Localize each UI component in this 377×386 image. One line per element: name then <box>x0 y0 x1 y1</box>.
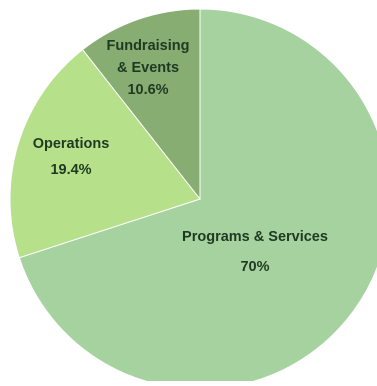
pie-slice-fundraising-and-events <box>81 8 201 201</box>
data-label-programs-and-services: Programs & Services 70% <box>182 229 328 275</box>
slice-category-label: Operations <box>33 136 110 152</box>
pie-labels: Programs & Services 70% Operations 19.4% Fun… <box>33 38 328 275</box>
slice-category-label: Programs & Services <box>182 229 328 245</box>
slice-value-label: 10.6% <box>127 82 168 98</box>
data-label-operations: Operations 19.4% <box>33 136 110 178</box>
pie-slice-operations <box>9 48 201 259</box>
slice-value-label: 19.4% <box>50 162 91 178</box>
slice-value-label: 70% <box>240 259 269 275</box>
data-label-fundraising-and-events: Fundraising & Events 10.6% <box>107 38 190 98</box>
pie-slice-programs-and-services <box>18 8 377 386</box>
pie-slices <box>9 8 377 386</box>
slice-category-label: Fundraising & Events <box>107 38 190 76</box>
